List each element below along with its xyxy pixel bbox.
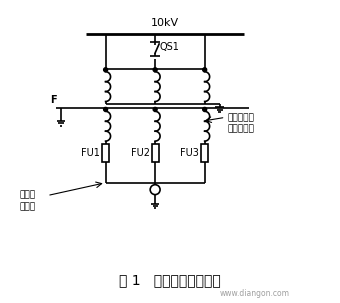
Circle shape xyxy=(150,185,160,195)
Circle shape xyxy=(203,68,207,72)
Text: www.diangon.com: www.diangon.com xyxy=(219,289,289,298)
Text: FU1: FU1 xyxy=(81,148,100,158)
Circle shape xyxy=(153,68,157,72)
Bar xyxy=(201,144,208,162)
Text: 应接地
的位置: 应接地 的位置 xyxy=(19,190,35,211)
Text: 10kV: 10kV xyxy=(151,18,179,28)
Text: 图 1   电压互感器示意图: 图 1 电压互感器示意图 xyxy=(119,273,221,287)
Bar xyxy=(102,144,109,162)
Text: F: F xyxy=(50,95,57,105)
Circle shape xyxy=(203,107,207,112)
Circle shape xyxy=(153,107,157,112)
Text: FU2: FU2 xyxy=(131,148,150,158)
Text: FU3: FU3 xyxy=(180,148,199,158)
Text: QS1: QS1 xyxy=(159,42,179,52)
Text: 高压配电柜
实际接地点: 高压配电柜 实际接地点 xyxy=(227,113,254,134)
Circle shape xyxy=(104,107,107,112)
Circle shape xyxy=(104,68,107,72)
Bar xyxy=(152,144,158,162)
